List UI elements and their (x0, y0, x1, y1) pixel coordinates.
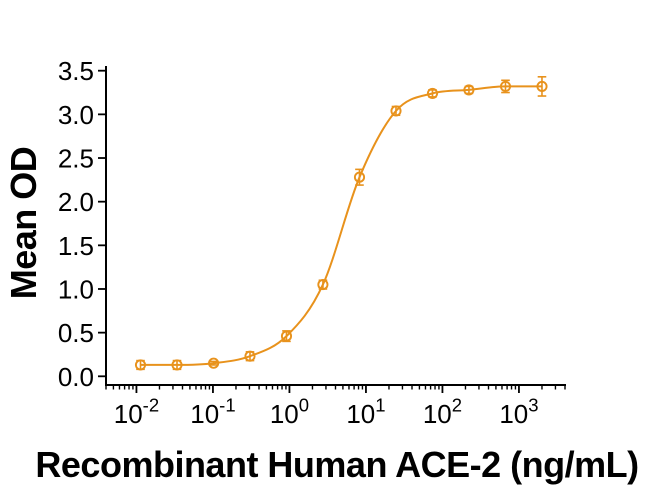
data-point-marker (134, 359, 147, 371)
x-tick-label: 10-1 (190, 395, 235, 430)
y-tick-label: 0.5 (58, 318, 94, 348)
data-point-marker (208, 357, 220, 369)
data-point-marker (499, 80, 512, 92)
y-tick-label: 3.5 (58, 56, 94, 86)
data-point-marker (280, 330, 293, 342)
y-tick-label: 1.5 (58, 231, 94, 261)
x-tick-label: 102 (423, 395, 462, 430)
y-tick-label: 2.0 (58, 187, 94, 217)
fit-curve (140, 85, 542, 366)
data-point-marker (353, 171, 366, 183)
x-tick-label: 10-2 (114, 395, 159, 430)
x-axis-title: Recombinant Human ACE-2 (ng/mL) (35, 444, 638, 485)
data-point-marker (390, 105, 402, 117)
data-point-marker (244, 350, 256, 362)
x-tick-label: 101 (346, 395, 385, 430)
y-tick-label: 2.5 (58, 144, 94, 174)
data-point-marker (171, 359, 183, 371)
data-point-marker (463, 84, 475, 96)
data-point-marker (426, 87, 439, 99)
y-tick-label: 3.0 (58, 100, 94, 130)
y-tick-label: 1.0 (58, 274, 94, 304)
plot-area: 10-2 10-1 100 101 102 103 0.0 0.5 1.0 1.5 2.0 2.5 3.… (58, 56, 566, 429)
data-point-marker (317, 279, 329, 291)
y-axis-title: Mean OD (3, 147, 44, 300)
data-point-marker (536, 80, 548, 92)
x-tick-label: 100 (270, 395, 309, 430)
x-tick-label: 103 (499, 395, 538, 430)
y-tick-label: 0.0 (58, 362, 94, 392)
